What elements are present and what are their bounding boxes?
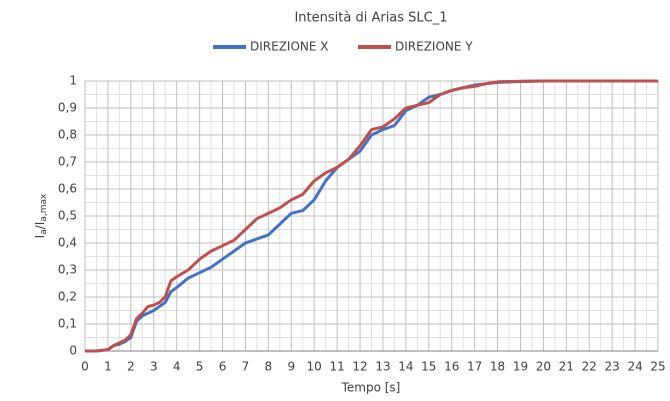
y-label-part: I — [33, 235, 47, 239]
x-tick-label: 0 — [81, 360, 89, 374]
y-tick-label: 0,1 — [58, 317, 77, 331]
y-tick-label: 0,9 — [58, 101, 77, 115]
legend-label: DIREZIONE X — [250, 40, 329, 54]
y-tick-label: 0,8 — [58, 128, 77, 142]
x-tick-label: 12 — [352, 360, 367, 374]
x-tick-label: 21 — [559, 360, 574, 374]
x-tick-label: 10 — [307, 360, 322, 374]
y-tick-label: 0,6 — [58, 182, 77, 196]
x-tick-label: 1 — [104, 360, 112, 374]
x-tick-label: 18 — [490, 360, 505, 374]
x-tick-label: 5 — [196, 360, 204, 374]
x-tick-label: 6 — [219, 360, 227, 374]
x-tick-label: 22 — [582, 360, 597, 374]
y-label-part: a,max — [39, 193, 49, 222]
y-tick-label: 0,5 — [58, 209, 77, 223]
chart-title: Intensità di Arias SLC_1 — [294, 11, 447, 26]
x-tick-label: 2 — [127, 360, 135, 374]
y-axis-label: Ia/Ia,max — [33, 193, 49, 238]
y-tick-label: 1 — [69, 74, 77, 88]
x-tick-label: 19 — [513, 360, 528, 374]
x-tick-label: 3 — [150, 360, 158, 374]
x-tick-label: 17 — [467, 360, 482, 374]
x-tick-label: 9 — [287, 360, 295, 374]
x-tick-label: 4 — [173, 360, 181, 374]
x-tick-label: 14 — [398, 360, 413, 374]
x-tick-label: 13 — [375, 360, 390, 374]
y-tick-label: 0,2 — [58, 290, 77, 304]
y-label-part: /I — [33, 222, 47, 230]
x-tick-label: 24 — [627, 360, 642, 374]
series-line — [85, 79, 658, 353]
x-tick-label: 25 — [650, 360, 665, 374]
x-tick-label: 8 — [265, 360, 273, 374]
x-tick-label: 16 — [444, 360, 459, 374]
x-tick-label: 7 — [242, 360, 250, 374]
x-axis-label: Tempo [s] — [341, 381, 401, 395]
y-tick-label: 0 — [69, 344, 77, 358]
legend-label: DIREZIONE Y — [395, 40, 473, 54]
x-tick-label: 20 — [536, 360, 551, 374]
x-tick-label: 23 — [605, 360, 620, 374]
x-tick-label: 15 — [421, 360, 436, 374]
y-tick-label: 0,4 — [58, 236, 77, 250]
y-label-part: a — [39, 229, 49, 235]
x-tick-label: 11 — [329, 360, 344, 374]
y-tick-label: 0,3 — [58, 263, 77, 277]
y-tick-label: 0,7 — [58, 155, 77, 169]
